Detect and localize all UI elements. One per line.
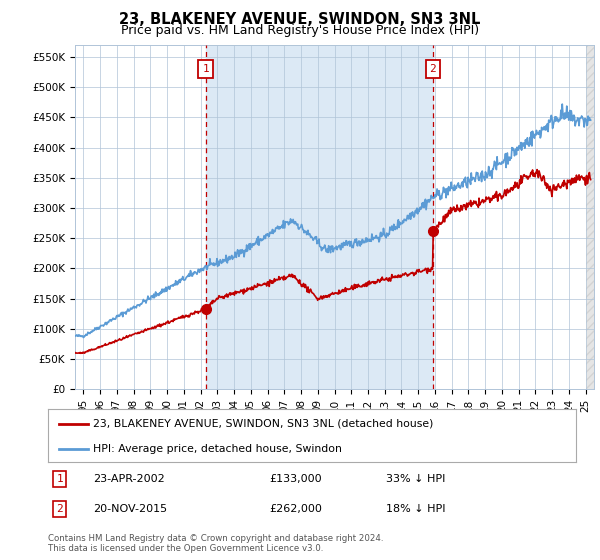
Text: 23, BLAKENEY AVENUE, SWINDON, SN3 3NL (detached house): 23, BLAKENEY AVENUE, SWINDON, SN3 3NL (d… <box>93 419 433 429</box>
Text: 33% ↓ HPI: 33% ↓ HPI <box>386 474 445 484</box>
Text: Price paid vs. HM Land Registry's House Price Index (HPI): Price paid vs. HM Land Registry's House … <box>121 24 479 36</box>
Text: 20-NOV-2015: 20-NOV-2015 <box>93 504 167 514</box>
Text: 2: 2 <box>56 504 63 514</box>
Text: 23, BLAKENEY AVENUE, SWINDON, SN3 3NL: 23, BLAKENEY AVENUE, SWINDON, SN3 3NL <box>119 12 481 27</box>
Text: 2: 2 <box>430 64 436 74</box>
Text: 1: 1 <box>56 474 63 484</box>
Text: 1: 1 <box>202 64 209 74</box>
Text: HPI: Average price, detached house, Swindon: HPI: Average price, detached house, Swin… <box>93 444 342 454</box>
Text: 18% ↓ HPI: 18% ↓ HPI <box>386 504 445 514</box>
Bar <box>586 45 600 389</box>
Text: 23-APR-2002: 23-APR-2002 <box>93 474 164 484</box>
Text: Contains HM Land Registry data © Crown copyright and database right 2024.
This d: Contains HM Land Registry data © Crown c… <box>48 534 383 553</box>
Bar <box>206 45 433 389</box>
Text: £133,000: £133,000 <box>270 474 322 484</box>
Text: £262,000: £262,000 <box>270 504 323 514</box>
